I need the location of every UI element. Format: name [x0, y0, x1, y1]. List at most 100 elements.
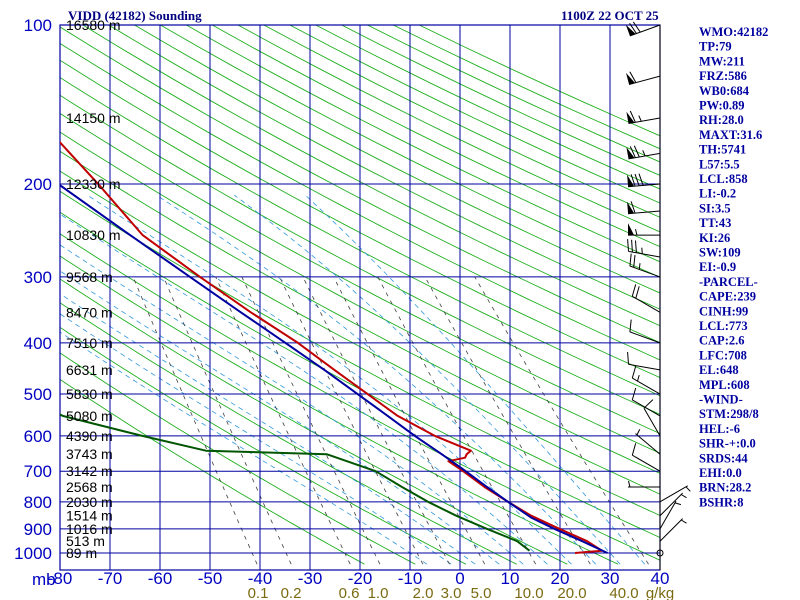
height-label: 2030 m	[66, 494, 113, 510]
barb-staff	[635, 433, 661, 455]
index-line: -PARCEL-	[699, 275, 758, 289]
barb-pennant	[626, 147, 635, 159]
barb-half	[638, 115, 642, 122]
temperature-tick-label: -50	[198, 569, 223, 588]
chart-title: VIDD (42182) Sounding	[68, 8, 202, 23]
mixing-ratio-line	[163, 276, 292, 565]
barb-pennant	[627, 174, 635, 187]
mixing-ratio-label: 10.0	[514, 585, 543, 600]
wind-barb	[631, 366, 661, 395]
wind-barb	[635, 429, 661, 455]
height-label: 7510 m	[66, 335, 113, 351]
wind-barb	[625, 21, 661, 37]
wind-barb	[629, 319, 661, 344]
wind-barb	[631, 443, 661, 472]
mixing-ratio-label: 0.2	[281, 585, 302, 600]
index-line: LFC:708	[699, 348, 747, 362]
barb-full	[629, 253, 632, 267]
wind-barb	[659, 500, 682, 530]
pressure-axis-unit: mb	[32, 570, 56, 589]
index-line: TP:79	[699, 40, 732, 54]
index-line: WMO:42182	[699, 25, 768, 39]
parcel-path	[60, 184, 608, 554]
mixing-ratio-label: 1.0	[368, 585, 389, 600]
index-line: WB0:684	[699, 84, 750, 98]
dry-adiabat	[60, 352, 416, 565]
dry-adiabat	[60, 233, 660, 561]
barb-full	[629, 71, 637, 83]
barb-full	[643, 399, 654, 409]
barb-half	[637, 374, 640, 382]
barb-half	[628, 480, 631, 488]
index-line: HEL:-6	[699, 422, 740, 436]
mixing-ratio-label: 0.6	[339, 585, 360, 600]
moist-adiabat	[60, 270, 500, 565]
index-line: TT:43	[699, 216, 731, 230]
barb-full	[630, 201, 636, 214]
barb-full	[631, 387, 637, 401]
wind-barb	[631, 284, 661, 313]
temperature-tick-label: 40	[651, 569, 670, 588]
index-line: LCL:858	[699, 172, 748, 186]
barb-full	[629, 146, 636, 158]
moist-adiabat	[60, 331, 428, 565]
dry-adiabat	[211, 25, 660, 248]
moist-adiabat	[60, 293, 476, 565]
dry-adiabat	[60, 26, 660, 344]
dry-adiabat	[60, 131, 660, 454]
dry-adiabat	[60, 112, 660, 435]
height-label: 10830 m	[66, 227, 120, 243]
barb-full	[634, 173, 640, 186]
dry-adiabat	[60, 326, 467, 565]
barb-full	[638, 173, 644, 186]
temperature-tick-label: -30	[298, 569, 323, 588]
height-label: 89 m	[66, 545, 97, 561]
index-line: STM:298/8	[699, 407, 759, 421]
barb-full	[629, 319, 632, 332]
barb-half	[638, 263, 641, 270]
barb-half	[635, 228, 638, 236]
barb-full	[630, 174, 636, 187]
mixing-ratio-line	[333, 276, 486, 565]
mixing-ratio-label: 5.0	[471, 585, 492, 600]
barb-full	[635, 240, 637, 253]
wind-barb	[643, 399, 661, 437]
barb-full	[631, 443, 637, 456]
mixing-ratio-label: 40.0	[609, 585, 638, 600]
mixing-ratio-label: 20.0	[557, 585, 586, 600]
index-line: LCL:773	[699, 319, 748, 333]
mixing-ratio-label: 3.0	[441, 585, 462, 600]
mixing-ratio-label: 2.0	[413, 585, 434, 600]
wind-barb	[627, 201, 661, 215]
moist-adiabat	[305, 194, 646, 565]
barb-half	[641, 247, 643, 254]
pressure-tick-label: 600	[24, 427, 52, 446]
barb-full	[629, 23, 637, 34]
temperature-tick-label: 0	[455, 569, 464, 588]
wind-barb	[627, 173, 661, 188]
temperature-tick-label: -60	[148, 569, 173, 588]
barb-half	[685, 486, 691, 492]
height-label: 1514 m	[66, 508, 113, 524]
temperature-tick-label: -80	[48, 569, 73, 588]
temperature-tick-label: 10	[501, 569, 520, 588]
dry-adiabat	[60, 378, 365, 565]
pressure-tick-label: 200	[24, 175, 52, 194]
barb-full	[627, 351, 629, 365]
height-label: 6631 m	[66, 362, 113, 378]
dry-adiabat	[60, 76, 660, 397]
barb-staff	[628, 152, 661, 160]
stability-indices-panel: WMO:42182TP:79MW:211FRZ:586WB0:684PW:0.8…	[699, 25, 768, 509]
dry-adiabat	[186, 25, 660, 263]
height-label: 14150 m	[66, 110, 120, 126]
wind-barb	[627, 480, 661, 488]
index-line: SI:3.5	[699, 201, 731, 215]
barb-staff	[643, 407, 661, 437]
barb-staff	[629, 265, 661, 278]
dry-adiabat	[108, 25, 660, 310]
height-label: 1016 m	[66, 521, 113, 537]
dry-adiabat	[134, 25, 660, 294]
pressure-tick-label: 1000	[14, 544, 52, 563]
wind-barb	[659, 518, 687, 542]
